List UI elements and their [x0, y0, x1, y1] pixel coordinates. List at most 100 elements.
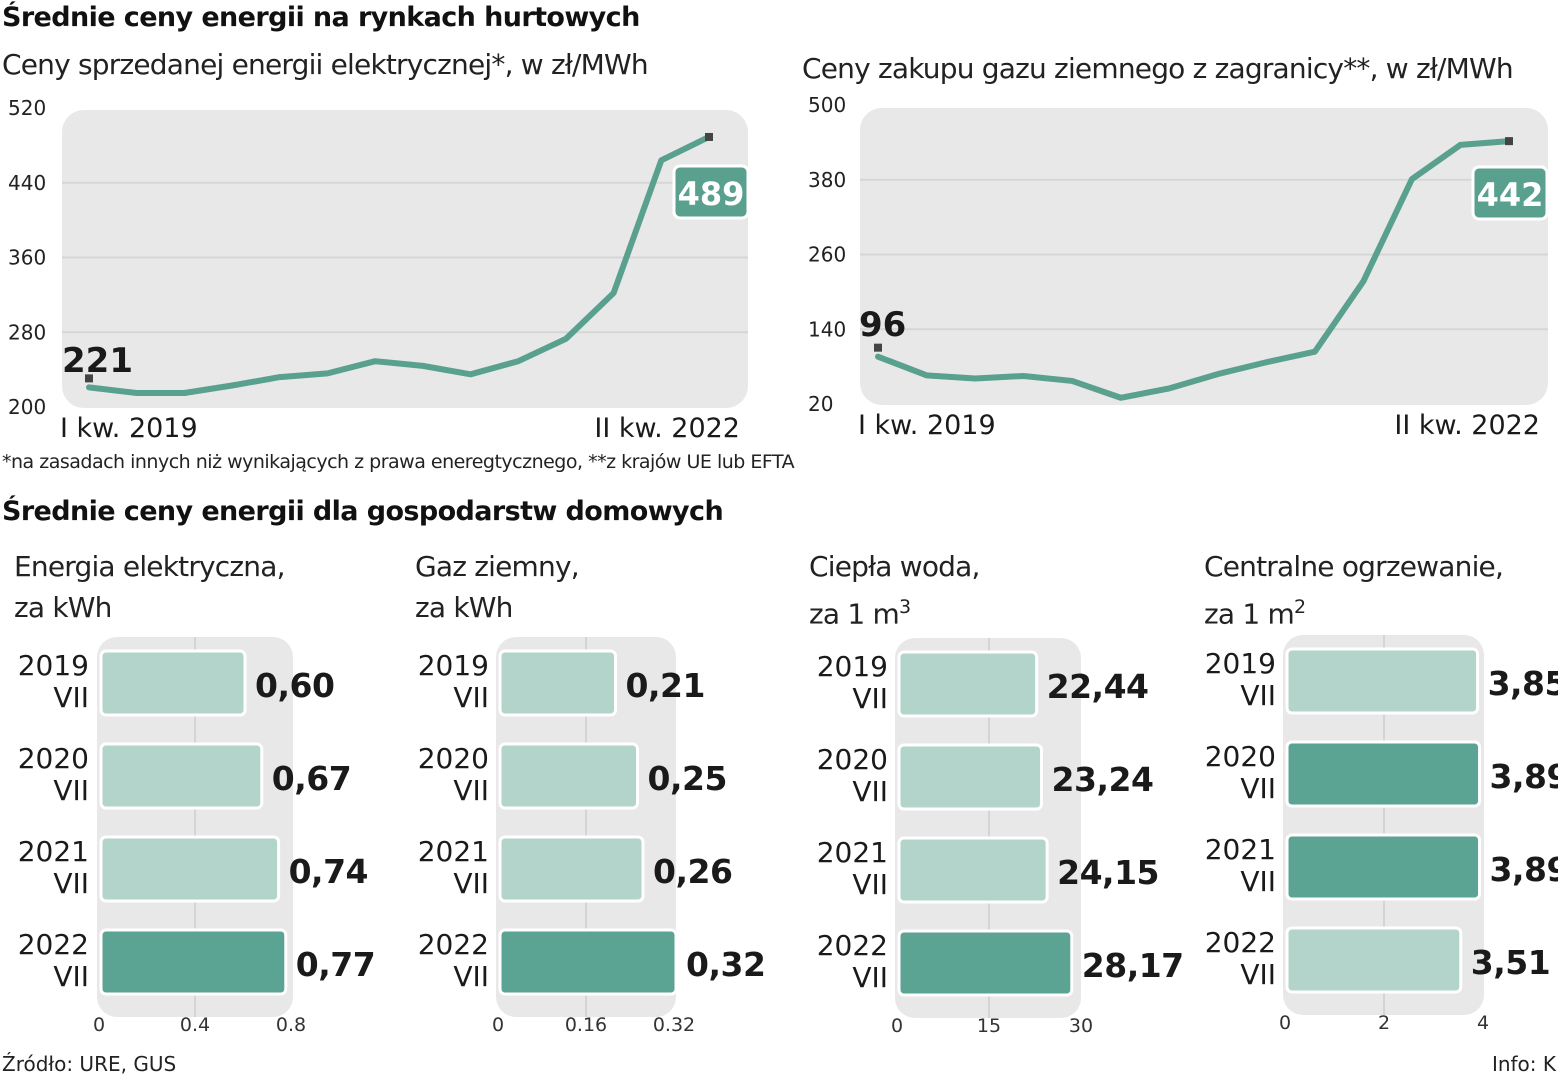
x-tick-label: 30 — [1069, 1015, 1093, 1037]
electricity-bar-title: Energia elektryczna, za kWh — [14, 546, 286, 628]
electricity-chart-title: Ceny sprzedanej energii elektrycznej*, w… — [2, 48, 649, 81]
bar — [99, 742, 264, 810]
category-month-label: VII — [53, 960, 89, 993]
x-tick-label: 0 — [1279, 1012, 1291, 1034]
category-year-label: 2022 — [418, 928, 489, 961]
heating-unit-superscript: 2 — [1293, 596, 1306, 618]
category-year-label: 2021 — [418, 835, 489, 868]
bar — [99, 649, 247, 717]
x-tick-label: 15 — [977, 1015, 1001, 1037]
heating-unit: za 1 m — [1204, 597, 1295, 631]
category-month-label: VII — [1240, 958, 1276, 991]
gas-chart-title: Ceny zakupu gazu ziemnego z zagranicy**,… — [802, 52, 1514, 85]
y-tick-label: 500 — [808, 93, 846, 117]
category-year-label: 2019 — [817, 650, 888, 683]
bar — [1285, 740, 1482, 808]
y-tick-label: 140 — [808, 317, 846, 341]
bar-value-label: 0,67 — [272, 759, 351, 798]
y-tick-label: 260 — [808, 243, 846, 267]
end-value-box — [672, 164, 750, 220]
x-tick-label: 0.4 — [180, 1014, 210, 1036]
x-tick-label: 0 — [93, 1014, 105, 1036]
bar — [498, 928, 678, 996]
category-year-label: 2021 — [1205, 833, 1276, 866]
y-tick-label: 380 — [808, 168, 846, 192]
category-month-label: VII — [1240, 679, 1276, 712]
bar — [897, 650, 1039, 718]
bar-value-label: 23,24 — [1052, 760, 1154, 799]
x-tick-label: 0.16 — [565, 1014, 607, 1036]
start-value-label: 221 — [62, 341, 133, 381]
category-month-label: VII — [53, 867, 89, 900]
bar — [498, 742, 639, 810]
start-value-label: 96 — [859, 305, 906, 345]
bar — [498, 649, 617, 717]
y-tick-label: 520 — [8, 96, 46, 120]
bar-value-label: 3,51 — [1471, 943, 1550, 982]
bar — [897, 836, 1049, 904]
electricity-bar-title-line2: za kWh — [14, 591, 112, 624]
bar — [1285, 833, 1482, 901]
x-tick-label: 0 — [891, 1015, 903, 1037]
category-year-label: 2022 — [817, 929, 888, 962]
category-month-label: VII — [453, 867, 489, 900]
bar-value-label: 0,74 — [289, 852, 368, 891]
gas-bar-title: Gaz ziemny, za kWh — [415, 546, 580, 628]
bar-value-label: 22,44 — [1047, 667, 1149, 706]
start-marker — [874, 343, 882, 352]
bar-value-label: 0,32 — [686, 945, 765, 984]
category-month-label: VII — [1240, 772, 1276, 805]
electricity-bar-title-line1: Energia elektryczna, — [14, 550, 286, 583]
end-value-label: 489 — [678, 175, 745, 213]
heating-bar-title-line1: Centralne ogrzewanie, — [1204, 550, 1504, 583]
category-month-label: VII — [852, 961, 888, 994]
bar — [1285, 926, 1463, 994]
heating-bar-title-line2: za 1 m2 — [1204, 587, 1503, 634]
x-tick-label: 4 — [1477, 1012, 1489, 1034]
y-tick-label: 280 — [8, 320, 46, 344]
bar — [99, 835, 281, 903]
source-note: Źródło: URE, GUS — [2, 1052, 177, 1076]
bar-value-label: 3,89 — [1490, 850, 1558, 889]
gas-price-line-chart: 20 140 260 380 500 96 442 I kw. 2019 II kw. 2022 — [808, 93, 1549, 441]
x-end-label: II kw. 2022 — [1394, 410, 1540, 441]
x-tick-label: 2 — [1378, 1012, 1390, 1034]
category-month-label: VII — [852, 682, 888, 715]
bar — [1285, 647, 1480, 715]
category-year-label: 2022 — [1205, 926, 1276, 959]
x-tick-label: 0 — [492, 1014, 504, 1036]
plot-panel — [62, 110, 748, 408]
credit-note: Info: K — [1491, 1052, 1556, 1076]
bar-value-label: 3,89 — [1490, 757, 1558, 796]
series-line — [86, 133, 712, 396]
bar-value-label: 0,25 — [648, 759, 727, 798]
plot-panel — [860, 108, 1548, 405]
category-month-label: VII — [453, 774, 489, 807]
heating-bar-title: Centralne ogrzewanie, za 1 m2 — [1204, 546, 1504, 634]
end-marker — [1505, 137, 1513, 146]
category-month-label: VII — [453, 960, 489, 993]
wholesale-section-title: Średnie ceny energii na rynkach hurtowyc… — [2, 2, 640, 33]
category-year-label: 2019 — [418, 649, 489, 682]
x-tick-label: 0.8 — [276, 1014, 306, 1036]
bar — [897, 929, 1074, 997]
x-end-label: II kw. 2022 — [594, 413, 740, 444]
bar-value-label: 24,15 — [1057, 853, 1159, 892]
y-tick-label: 440 — [8, 171, 46, 195]
category-year-label: 2021 — [817, 836, 888, 869]
bar-value-label: 0,21 — [626, 666, 705, 705]
category-month-label: VII — [852, 775, 888, 808]
y-tick-label: 360 — [8, 246, 46, 270]
end-value-box — [1471, 165, 1549, 221]
gas-bar-title-line2: za kWh — [415, 591, 513, 624]
y-tick-label: 200 — [8, 395, 46, 419]
category-month-label: VII — [852, 868, 888, 901]
hot-water-bar-title-line2: za 1 m3 — [809, 587, 980, 634]
category-year-label: 2020 — [418, 742, 489, 775]
category-year-label: 2019 — [1205, 647, 1276, 680]
bar-value-label: 3,85 — [1488, 664, 1558, 703]
